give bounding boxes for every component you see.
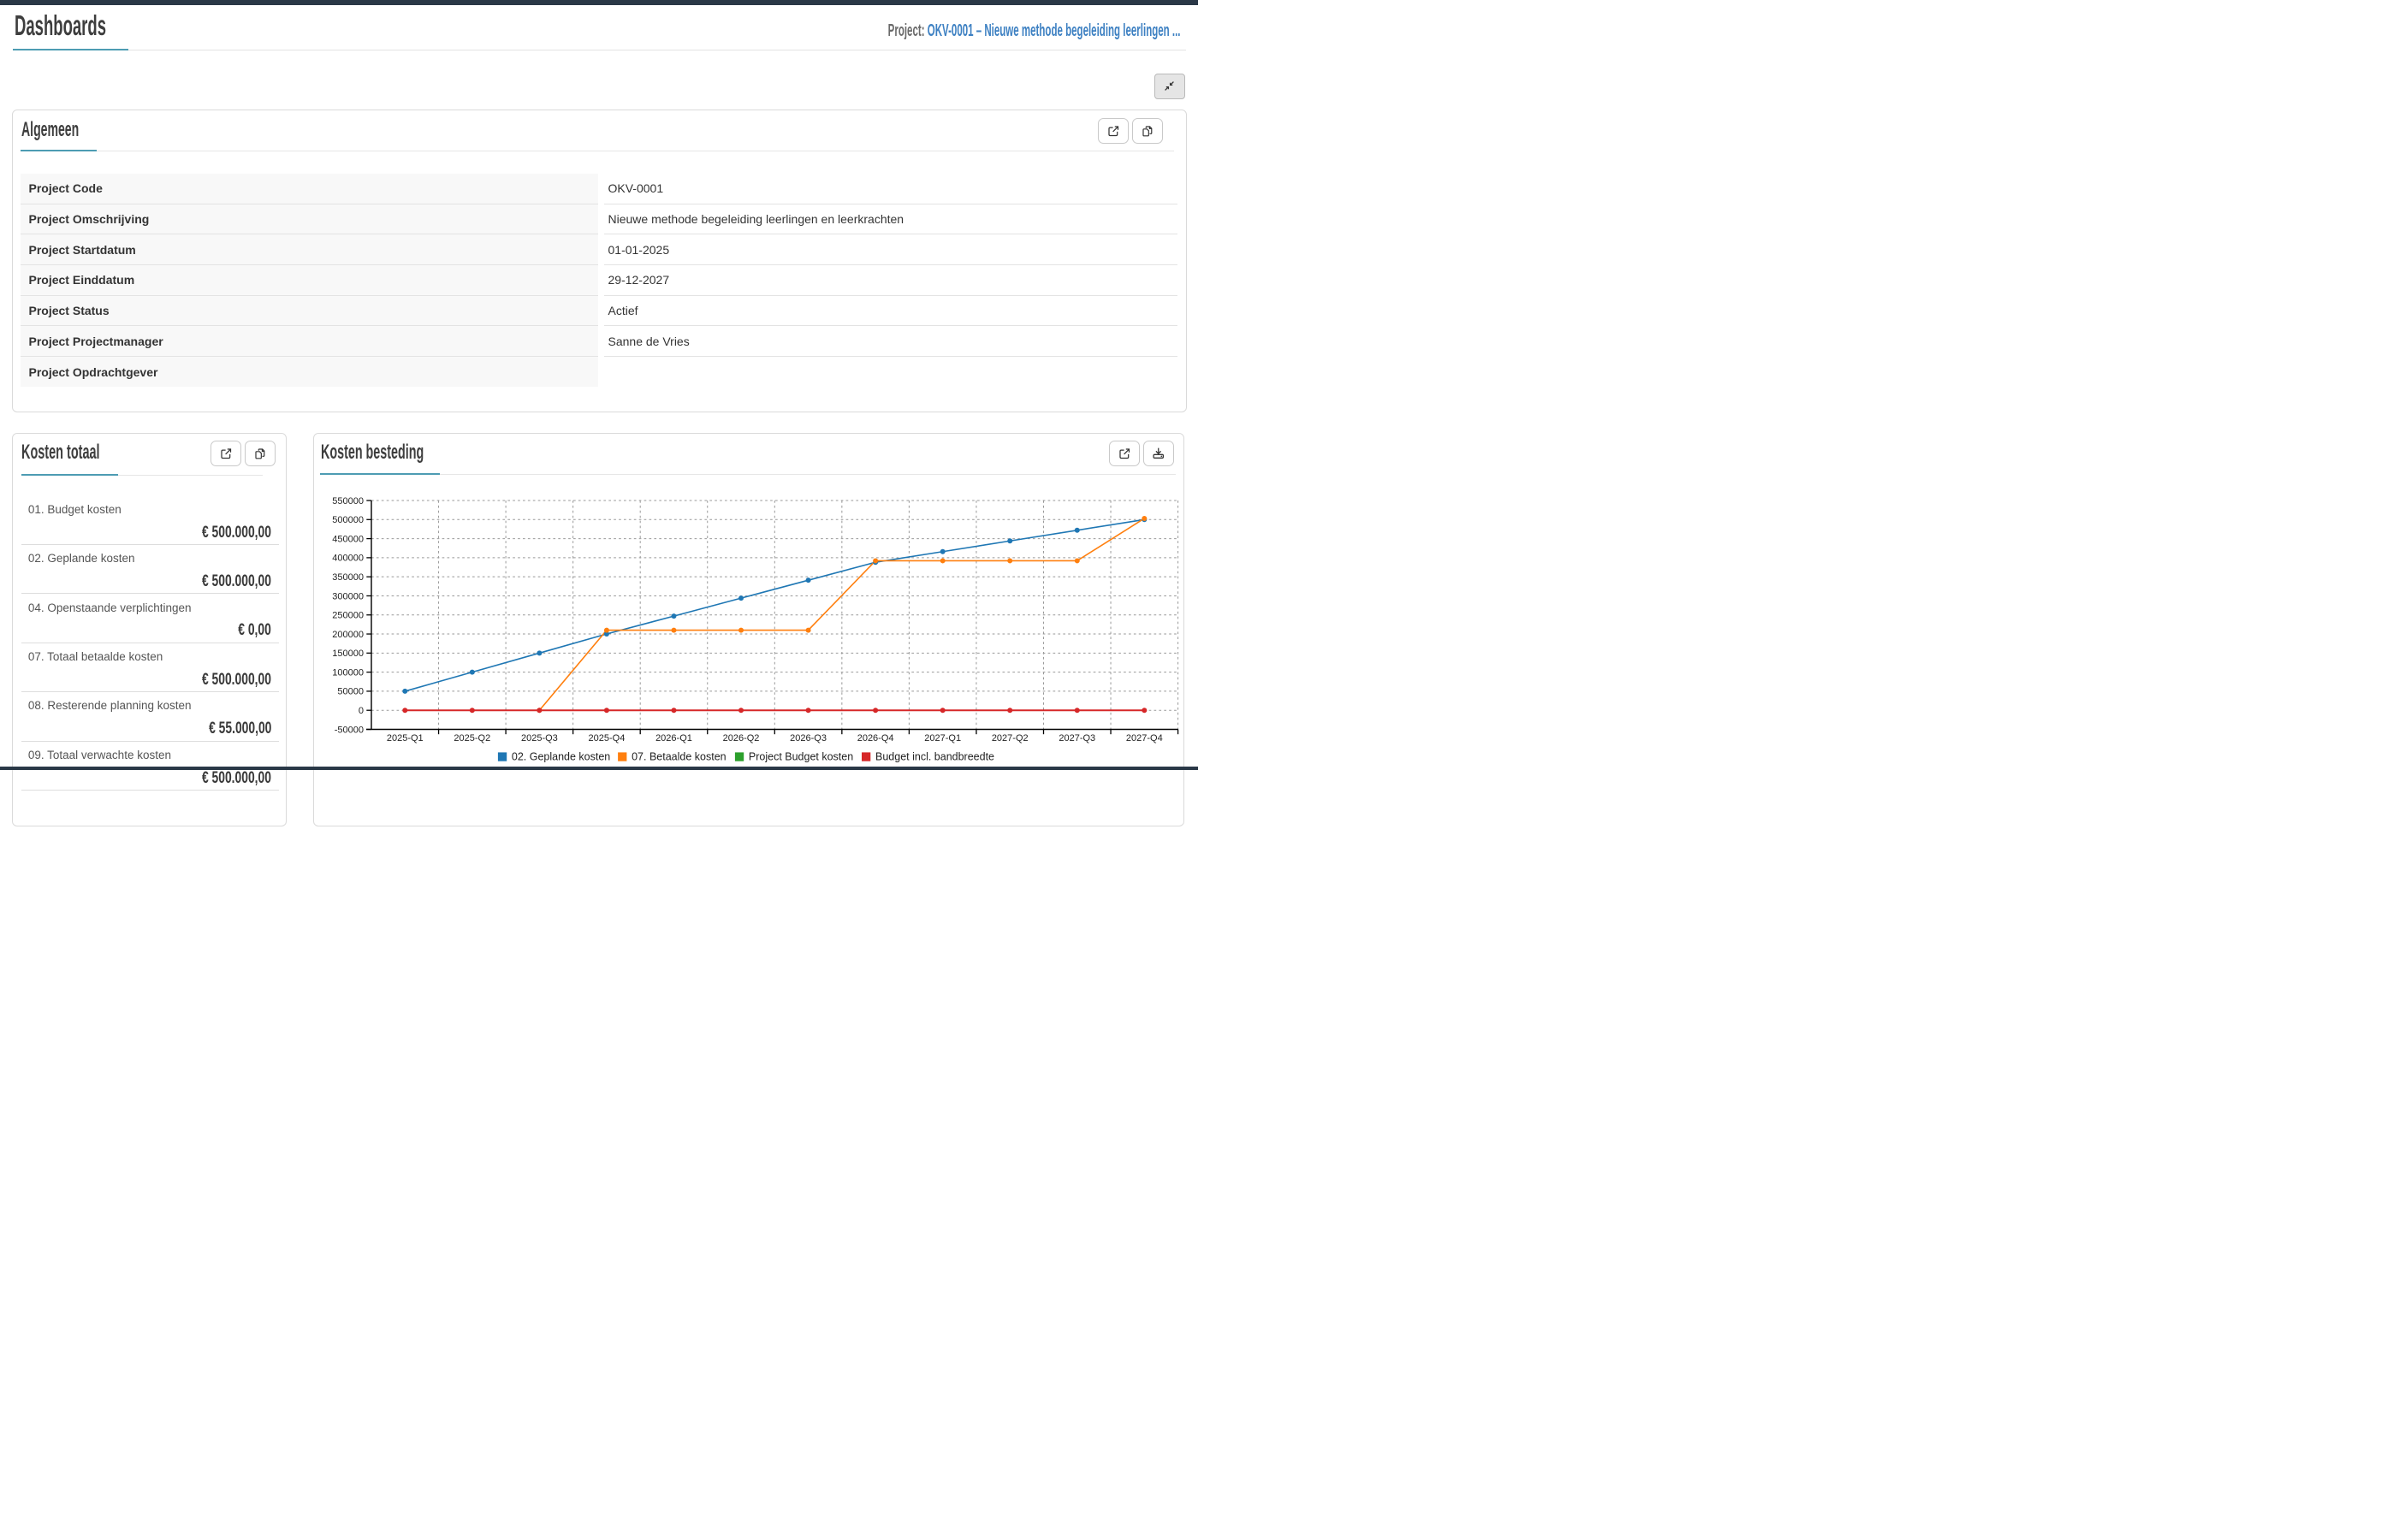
svg-text:07. Betaalde kosten: 07. Betaalde kosten (632, 751, 727, 763)
svg-text:2027-Q2: 2027-Q2 (992, 733, 1029, 743)
svg-text:2027-Q4: 2027-Q4 (1126, 733, 1163, 743)
svg-text:Project Budget kosten: Project Budget kosten (749, 751, 853, 763)
svg-text:Budget incl. bandbreedte: Budget incl. bandbreedte (875, 751, 994, 763)
svg-text:2026-Q2: 2026-Q2 (723, 733, 760, 743)
svg-text:150000: 150000 (333, 649, 365, 659)
svg-text:2025-Q4: 2025-Q4 (589, 733, 626, 743)
svg-text:50000: 50000 (338, 687, 365, 697)
svg-text:2026-Q4: 2026-Q4 (857, 733, 894, 743)
svg-text:550000: 550000 (333, 496, 365, 506)
svg-text:300000: 300000 (333, 591, 365, 601)
svg-text:-50000: -50000 (335, 725, 364, 735)
svg-text:02. Geplande kosten: 02. Geplande kosten (512, 751, 610, 763)
svg-text:350000: 350000 (333, 572, 365, 583)
svg-text:2025-Q1: 2025-Q1 (387, 733, 424, 743)
svg-text:400000: 400000 (333, 554, 365, 564)
svg-text:0: 0 (359, 706, 364, 716)
svg-text:2027-Q1: 2027-Q1 (925, 733, 962, 743)
svg-text:250000: 250000 (333, 611, 365, 621)
svg-text:2026-Q1: 2026-Q1 (655, 733, 692, 743)
svg-text:2025-Q3: 2025-Q3 (521, 733, 558, 743)
svg-text:2026-Q3: 2026-Q3 (791, 733, 827, 743)
svg-text:500000: 500000 (333, 515, 365, 525)
svg-text:2027-Q3: 2027-Q3 (1059, 733, 1096, 743)
svg-text:450000: 450000 (333, 534, 365, 544)
svg-text:2025-Q2: 2025-Q2 (454, 733, 491, 743)
svg-text:100000: 100000 (333, 667, 365, 678)
svg-text:200000: 200000 (333, 630, 365, 640)
